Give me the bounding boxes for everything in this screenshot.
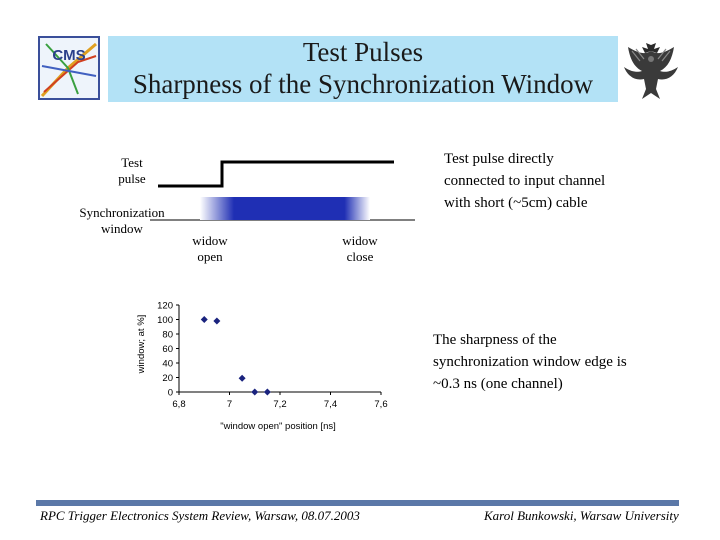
footer-right-text: Karol Bunkowski, Warsaw University: [484, 508, 679, 523]
chart-data-point: [213, 317, 221, 325]
eagle-emblem-logo: [624, 43, 678, 99]
chart-x-tick-label: 7: [227, 399, 232, 410]
chart-y-tick-label: 0: [168, 388, 173, 399]
chart-y-tick-label: 20: [162, 373, 173, 384]
cms-logo: CMS: [38, 36, 100, 100]
window-open-label: widow open: [192, 233, 228, 264]
title-banner: [108, 36, 618, 102]
chart-y-tick-label: 60: [162, 344, 173, 355]
chart-data-point: [251, 388, 259, 396]
test-pulse-label: Test pulse: [118, 155, 146, 186]
svg-text:CMS: CMS: [52, 47, 85, 64]
chart-x-tick-label: 7,6: [374, 399, 387, 410]
footer-divider: [36, 500, 679, 506]
note-test-pulse: Test pulse directly connected to input c…: [444, 151, 606, 211]
note-sharpness: The sharpness of the synchronization win…: [433, 332, 627, 392]
chart-y-tick-label: 120: [157, 301, 173, 312]
chart-data-point: [238, 374, 246, 382]
chart-data-point: [263, 388, 271, 396]
sync-window-label: Synchronization window: [79, 205, 165, 236]
footer-left-text: RPC Trigger Electronics System Review, W…: [40, 508, 360, 523]
test-pulse-waveform: [158, 160, 394, 188]
sharpness-chart: 0 20 40 60 80 100 120 6,8 7 7,2 7,4 7,6 "window ope…: [136, 301, 388, 433]
chart-x-tick-label: 6,8: [172, 399, 185, 410]
slide-subtitle: Sharpness of the Synchronization Window: [132, 69, 594, 99]
chart-y-tick-label: 80: [162, 330, 173, 341]
slide-title: Test Pulses: [302, 37, 424, 67]
chart-x-tick-label: 7,2: [273, 399, 286, 410]
chart-y-tick-label: 40: [162, 359, 173, 370]
window-close-label: widow close: [342, 233, 378, 264]
chart-y-axis-label: window; at %]: [136, 315, 147, 375]
chart-data-point: [200, 316, 208, 323]
chart-x-axis-label: "window open" position [ns]: [220, 421, 336, 432]
chart-y-tick-label: 100: [157, 315, 173, 326]
chart-x-tick-label: 7,4: [324, 399, 337, 410]
sync-window-bar: [200, 197, 370, 220]
timing-diagram: [150, 160, 415, 221]
